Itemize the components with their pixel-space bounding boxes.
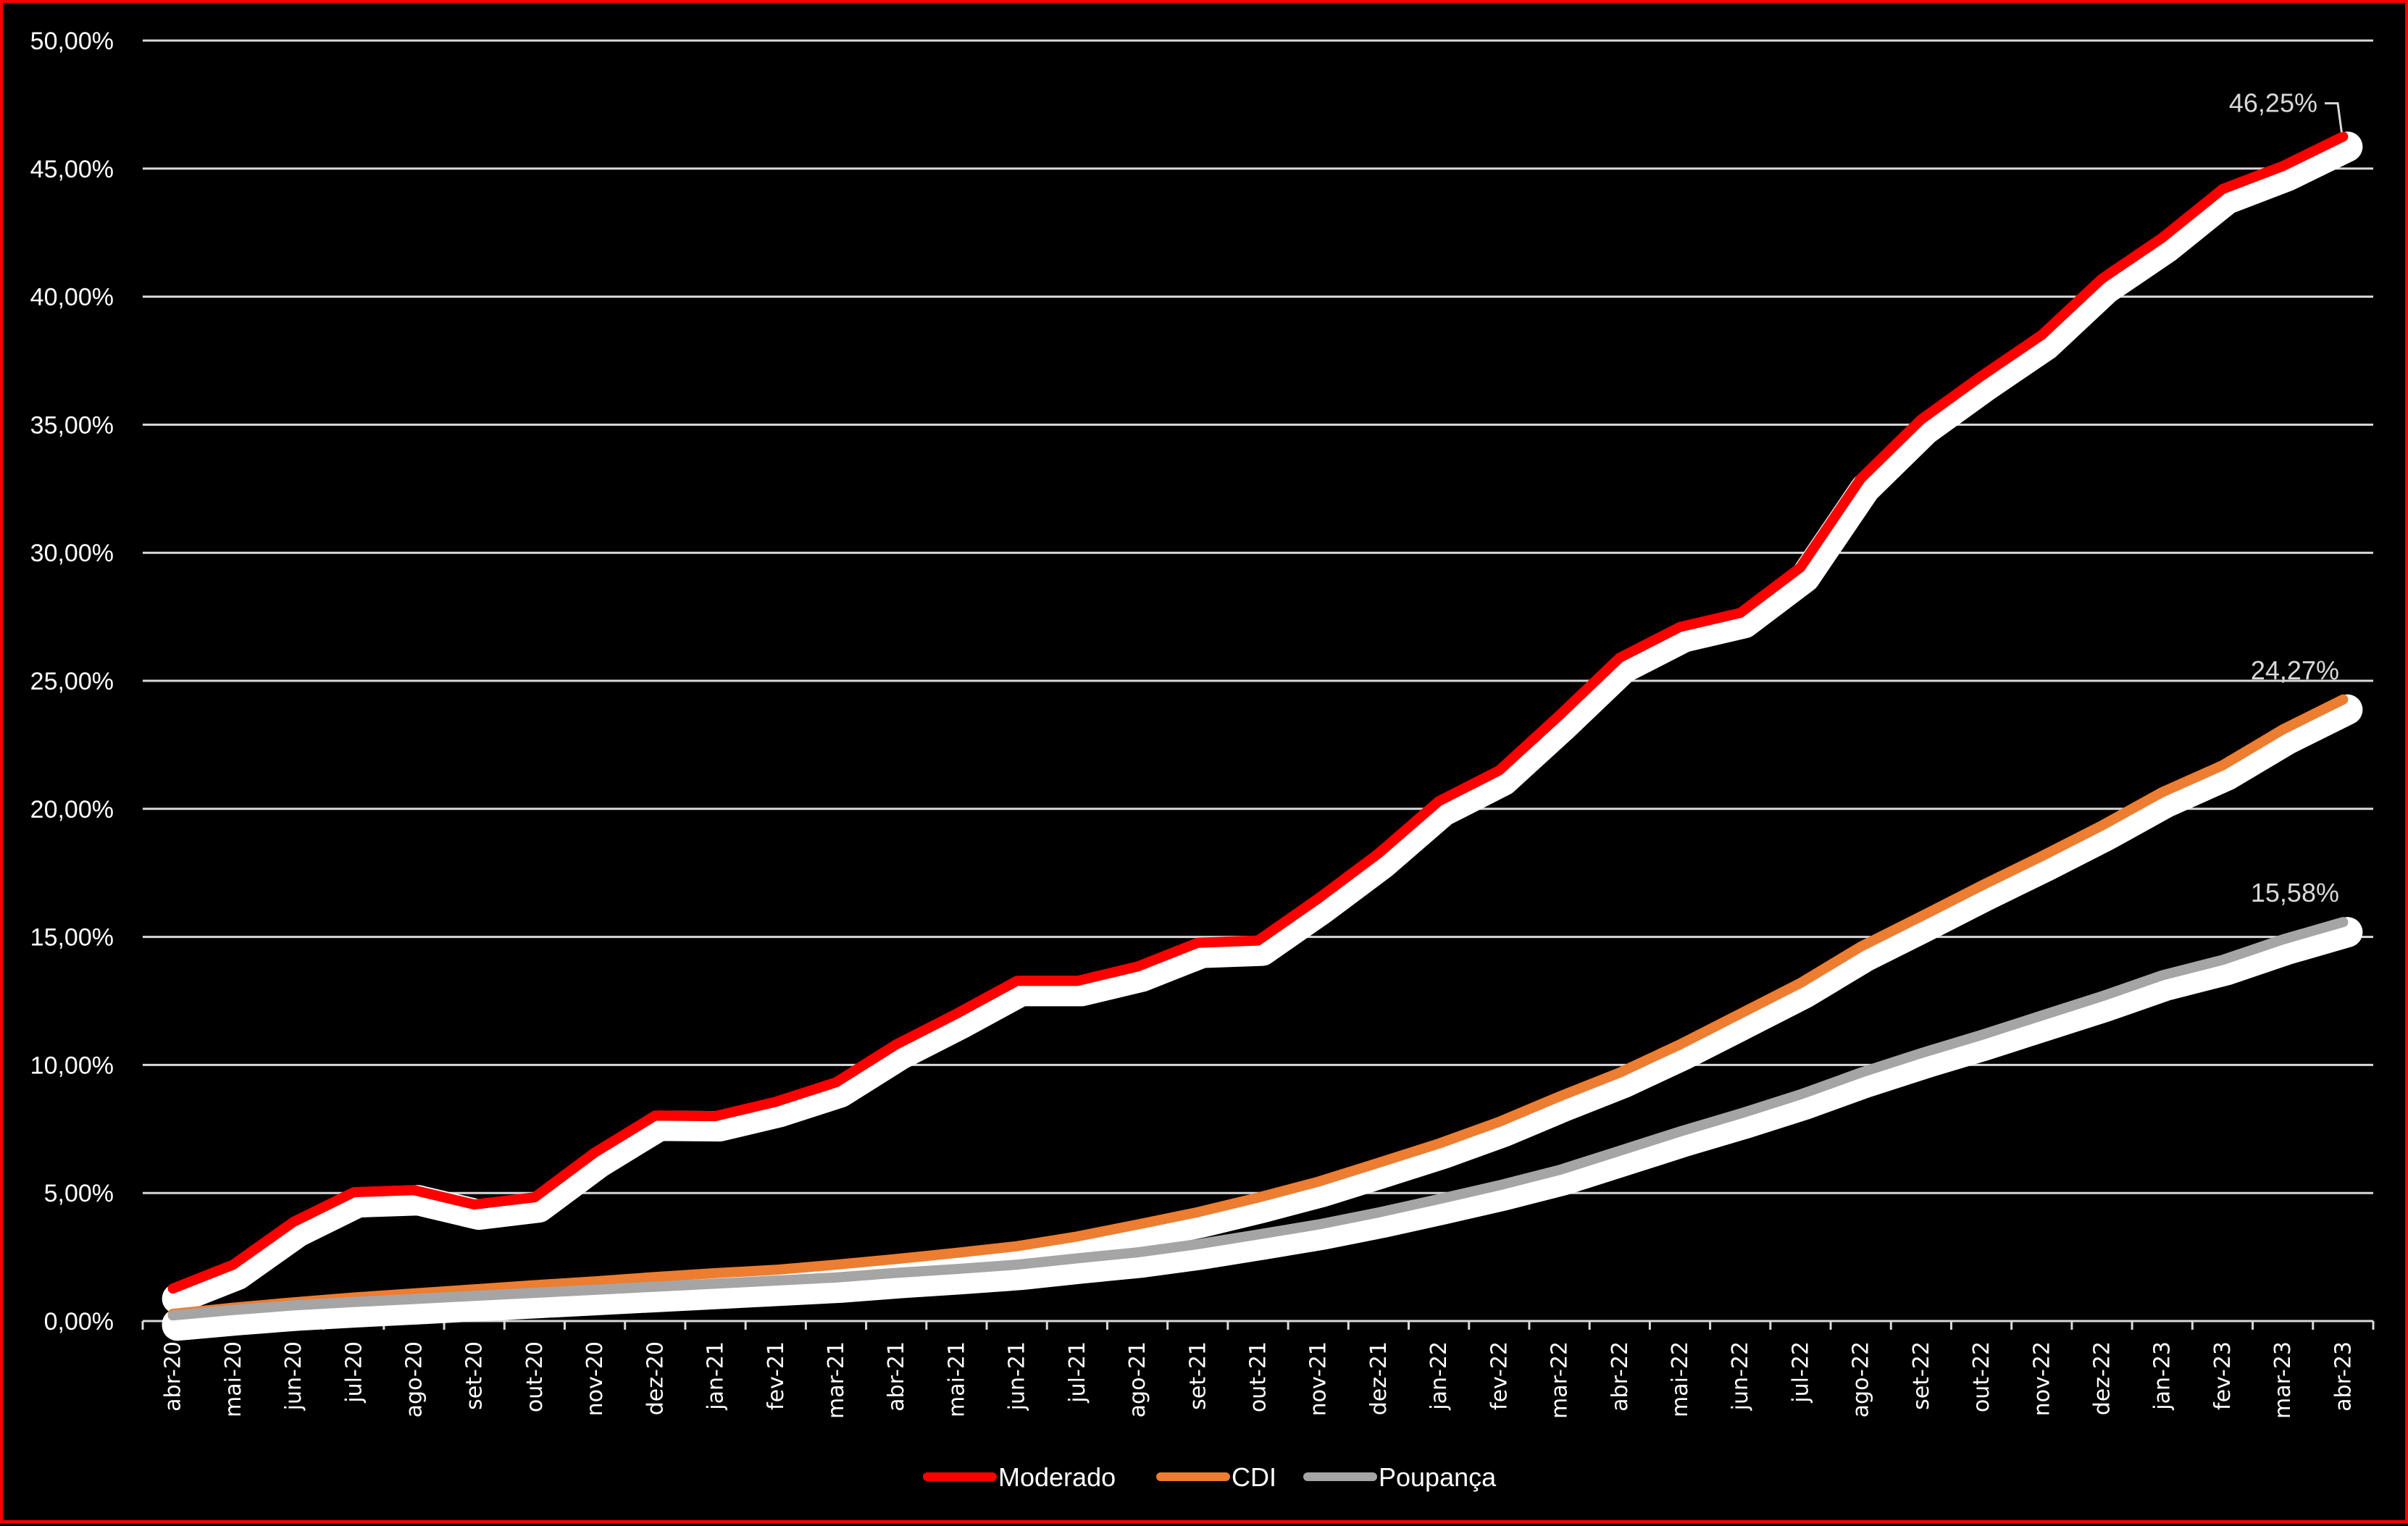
y-tick-label: 35,00% — [30, 411, 114, 439]
y-tick-label: 20,00% — [30, 796, 114, 823]
x-tick-label: abr-20 — [161, 1341, 186, 1412]
x-tick-label: nov-22 — [2029, 1341, 2054, 1416]
y-tick-label: 15,00% — [30, 924, 114, 952]
x-tick-label: jul-21 — [1065, 1341, 1090, 1404]
x-tick-label: nov-21 — [1306, 1341, 1331, 1416]
x-tick-label: jul-22 — [1788, 1341, 1813, 1404]
gridlines — [143, 39, 2373, 1194]
x-tick-label: fev-23 — [2210, 1341, 2236, 1410]
x-tick-label: out-21 — [1246, 1341, 1271, 1412]
line-shadow — [162, 917, 2363, 1341]
data-labels: 46,25% 24,27% 15,58% — [2229, 88, 2343, 907]
x-tick-label: ago-21 — [1125, 1341, 1150, 1417]
line-shadow — [162, 131, 2363, 1315]
x-tick-label: out-22 — [1969, 1341, 1994, 1412]
y-tick-label: 10,00% — [30, 1052, 114, 1079]
x-tick-label: nov-20 — [582, 1341, 608, 1416]
x-tick-label: jul-20 — [341, 1341, 367, 1404]
series-moderado[interactable] — [162, 131, 2363, 1315]
x-tick-label: set-21 — [1185, 1341, 1211, 1410]
y-tick-label: 45,00% — [30, 156, 114, 183]
x-tick-label: dez-21 — [1366, 1341, 1392, 1415]
end-value-label: 15,58% — [2251, 878, 2339, 907]
y-axis: 0,00% 5,00% 10,00% 15,00% 20,00% 25,00% 30,00%… — [30, 28, 114, 1336]
x-tick-label: mai-21 — [944, 1341, 969, 1417]
x-tick-label: jan-23 — [2150, 1341, 2175, 1411]
legend-item-moderado[interactable]: Moderado — [923, 1462, 1116, 1492]
x-axis: abr-20 mai-20 jun-20 jul-20 ago-20 set-20 out-… — [141, 1320, 2375, 1419]
y-tick-label: 50,00% — [30, 28, 114, 55]
x-tick-label: mar-23 — [2270, 1341, 2296, 1419]
x-tick-label: dez-20 — [643, 1341, 668, 1415]
x-tick-label: ago-22 — [1849, 1341, 1874, 1417]
x-tick-label: jan-22 — [1426, 1341, 1452, 1411]
legend-label-moderado: Moderado — [998, 1462, 1116, 1492]
line-path — [167, 694, 2349, 1320]
x-tick-label: abr-21 — [884, 1341, 909, 1412]
end-value-label: 46,25% — [2229, 88, 2317, 118]
y-tick-label: 25,00% — [30, 668, 114, 695]
x-tick-label: mar-21 — [824, 1341, 849, 1419]
x-tick-label: jun-21 — [1005, 1341, 1030, 1411]
y-tick-label: 40,00% — [30, 284, 114, 311]
x-tick-label: set-22 — [1909, 1341, 1934, 1410]
x-tick-label: jan-21 — [703, 1341, 729, 1411]
y-tick-label: 5,00% — [44, 1180, 114, 1207]
x-tick-label: abr-22 — [1608, 1341, 1633, 1412]
label-leader-line — [2325, 102, 2343, 133]
x-tick-label: dez-22 — [2090, 1341, 2115, 1415]
x-tick-label: fev-22 — [1487, 1341, 1512, 1410]
line-path — [167, 131, 2349, 1294]
x-tick-label: mai-20 — [221, 1341, 246, 1417]
x-tick-label: set-20 — [462, 1341, 488, 1410]
series-poupana[interactable] — [162, 917, 2363, 1341]
legend-label-poupanca: Poupança — [1379, 1462, 1497, 1492]
legend-label-cdi: CDI — [1232, 1462, 1276, 1492]
x-tick-label: fev-21 — [764, 1341, 789, 1410]
y-tick-label: 30,00% — [30, 540, 114, 567]
x-tick-label: out-20 — [522, 1341, 548, 1412]
series-lines — [162, 131, 2363, 1341]
line-chart: 0,00% 5,00% 10,00% 15,00% 20,00% 25,00% 30,00%… — [30, 28, 2375, 1492]
x-tick-label: abr-23 — [2330, 1341, 2356, 1412]
legend-item-poupanca[interactable]: Poupança — [1303, 1462, 1497, 1492]
x-tick-label: ago-20 — [401, 1341, 427, 1417]
x-tick-label: jun-20 — [281, 1341, 306, 1411]
y-tick-label: 0,00% — [44, 1308, 114, 1336]
legend-item-cdi[interactable]: CDI — [1156, 1462, 1276, 1492]
x-tick-label: mai-22 — [1668, 1341, 1693, 1417]
legend: Moderado CDI Poupança — [923, 1462, 1497, 1492]
end-value-label: 24,27% — [2251, 655, 2339, 685]
line-path — [167, 917, 2349, 1321]
x-tick-label: jun-22 — [1728, 1341, 1753, 1411]
x-tick-label: mar-22 — [1547, 1341, 1573, 1419]
